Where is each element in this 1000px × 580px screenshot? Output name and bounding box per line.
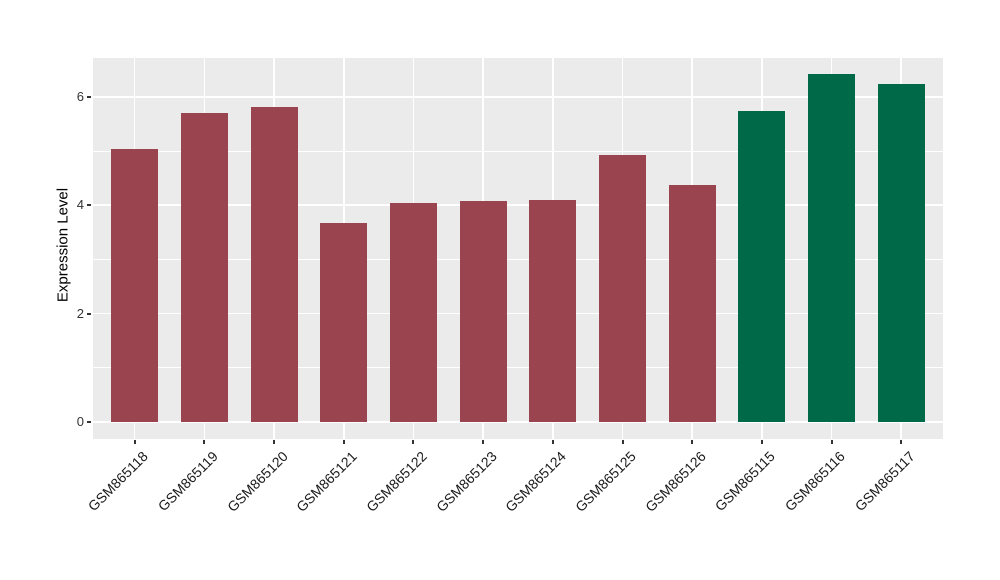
x-tick-mark-GSM865118 xyxy=(133,440,136,444)
y-tick-label-0: 0 xyxy=(76,414,84,429)
gridline-minor-y3 xyxy=(93,259,943,260)
y-tick-label-2: 2 xyxy=(76,305,84,321)
x-tick-label-GSM865125: GSM865125 xyxy=(571,448,639,515)
x-tick-label-GSM865121: GSM865121 xyxy=(293,448,361,515)
bar-GSM865117 xyxy=(877,84,925,422)
x-tick-label-GSM865115: GSM865115 xyxy=(712,448,779,515)
y-tick-mark-0 xyxy=(87,421,91,423)
bar-GSM865124 xyxy=(529,199,577,422)
gridline-minor-y1 xyxy=(93,367,943,369)
x-tick-label-GSM865123: GSM865123 xyxy=(432,448,500,515)
gridline-major-y2 xyxy=(93,312,943,315)
x-tick-mark-GSM865119 xyxy=(203,440,206,444)
gridline-minor-y5 xyxy=(93,150,943,152)
y-tick-mark-2 xyxy=(87,312,91,315)
y-tick-mark-4 xyxy=(87,204,91,207)
bar-GSM865122 xyxy=(389,203,437,422)
x-tick-mark-GSM865125 xyxy=(621,440,624,444)
bar-GSM865116 xyxy=(808,74,856,422)
x-tick-label-GSM865122: GSM865122 xyxy=(362,448,430,515)
bar-GSM865125 xyxy=(599,154,646,422)
bar-GSM865115 xyxy=(738,110,786,422)
x-tick-mark-GSM865124 xyxy=(551,440,554,444)
x-tick-label-GSM865117: GSM865117 xyxy=(851,448,918,515)
gridline-major-y0 xyxy=(93,421,943,423)
x-tick-label-GSM865120: GSM865120 xyxy=(223,448,291,515)
x-tick-label-GSM865126: GSM865126 xyxy=(641,448,709,515)
x-tick-mark-GSM865115 xyxy=(760,440,763,444)
x-tick-label-GSM865118: GSM865118 xyxy=(84,448,152,515)
x-tick-mark-GSM865126 xyxy=(691,440,694,444)
gridline-major-y4 xyxy=(93,204,943,206)
y-tick-label-4: 4 xyxy=(76,197,84,213)
bar-GSM865123 xyxy=(459,200,507,422)
y-tick-mark-6 xyxy=(87,95,91,98)
bar-GSM865126 xyxy=(668,184,716,422)
bar-GSM865119 xyxy=(180,112,228,422)
x-tick-mark-GSM865117 xyxy=(900,440,903,444)
y-axis-title: Expression Level xyxy=(54,187,72,303)
x-tick-label-GSM865124: GSM865124 xyxy=(502,448,570,515)
bar-GSM865121 xyxy=(320,223,368,422)
x-tick-label-GSM865119: GSM865119 xyxy=(154,448,221,515)
bar-GSM865120 xyxy=(250,106,298,422)
bar-GSM865118 xyxy=(111,149,159,422)
x-tick-mark-GSM865122 xyxy=(412,440,415,444)
x-tick-mark-GSM865120 xyxy=(273,440,276,444)
x-tick-mark-GSM865121 xyxy=(342,440,345,444)
x-tick-mark-GSM865116 xyxy=(830,440,833,444)
x-tick-label-GSM865116: GSM865116 xyxy=(781,448,848,515)
y-tick-label-6: 6 xyxy=(76,88,84,104)
x-tick-mark-GSM865123 xyxy=(482,440,485,444)
plot-panel xyxy=(93,58,943,439)
gridline-major-y6 xyxy=(93,96,943,98)
